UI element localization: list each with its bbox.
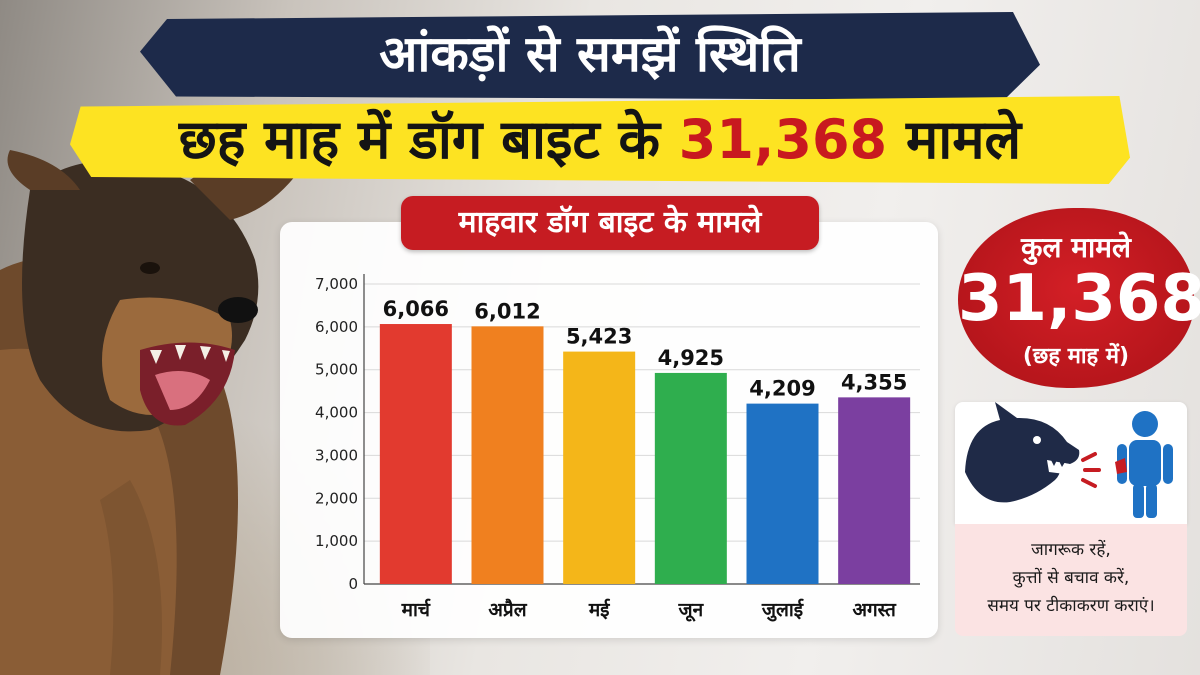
total-sub: (छह माह में) — [1022, 344, 1130, 369]
dog-photo — [0, 150, 300, 675]
awareness-message: जागरूक रहें, कुत्तों से बचाव करें, समय प… — [955, 524, 1187, 636]
x-category-label: अगस्त — [852, 599, 897, 621]
y-tick-label: 7,000 — [315, 275, 358, 293]
bar-value-label: 6,012 — [474, 299, 540, 323]
subtitle-prefix: छह माह में डॉग बाइट के — [178, 108, 660, 171]
x-category-label: अप्रैल — [488, 598, 527, 621]
y-tick-label: 4,000 — [315, 404, 358, 422]
subtitle-highlight-count: 31,368 — [678, 108, 888, 171]
total-cases-badge: कुल मामले 31,368 (छह माह में) — [958, 208, 1200, 388]
chart-title: माहवार डॉग बाइट के मामले — [401, 196, 819, 250]
y-tick-label: 6,000 — [315, 318, 358, 336]
awareness-line-2: कुत्तों से बचाव करें, — [1012, 568, 1130, 588]
title-banner-navy — [140, 12, 1040, 100]
total-value: 31,368 — [958, 262, 1200, 336]
awareness-line-1: जागरूक रहें, — [1031, 540, 1111, 560]
bar — [838, 397, 911, 584]
bar-value-label: 5,423 — [566, 325, 632, 349]
bar — [746, 403, 819, 584]
bar-value-label: 6,066 — [383, 297, 449, 321]
y-tick-label: 1,000 — [315, 532, 358, 550]
bar — [471, 326, 544, 584]
y-tick-label: 0 — [348, 575, 358, 593]
y-tick-label: 3,000 — [315, 446, 358, 464]
dog-bite-icon — [965, 402, 1173, 518]
bar-value-label: 4,209 — [749, 377, 815, 401]
bar-value-label: 4,925 — [658, 346, 724, 370]
bar — [379, 324, 452, 584]
y-tick-label: 5,000 — [315, 361, 358, 379]
bar-value-label: 4,355 — [841, 370, 907, 394]
x-category-label: मार्च — [401, 598, 431, 621]
x-category-label: जुलाई — [761, 598, 804, 622]
bar — [563, 351, 636, 584]
awareness-line-3: समय पर टीकाकरण कराएं। — [987, 596, 1155, 616]
bar — [654, 372, 727, 584]
subtitle-banner-yellow — [70, 96, 1130, 184]
x-category-label: जून — [678, 599, 705, 622]
bar-chart: 0 1,000 2,000 3,000 4,000 5,000 6,000 7,000 6,06… — [315, 274, 920, 622]
x-category-label: मई — [588, 598, 611, 621]
subtitle-suffix: मामले — [905, 108, 1022, 171]
page-title: आंकड़ों से समझें स्थिति — [379, 25, 801, 83]
y-tick-label: 2,000 — [315, 489, 358, 507]
dog-bite-icon-card — [955, 402, 1187, 524]
total-label: कुल मामले — [1021, 231, 1131, 264]
page-subtitle: छह माह में डॉग बाइट के 31,368 मामले — [70, 100, 1130, 180]
